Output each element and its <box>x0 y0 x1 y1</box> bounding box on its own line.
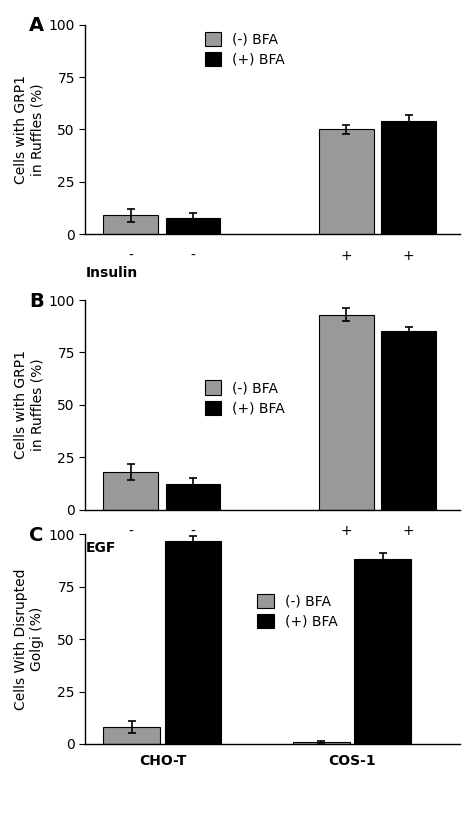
Bar <box>103 215 158 234</box>
Bar <box>382 121 436 234</box>
Text: -: - <box>128 524 133 538</box>
Text: Insulin: Insulin <box>85 266 137 279</box>
Text: +: + <box>340 524 352 538</box>
Text: +: + <box>403 249 415 263</box>
Text: C: C <box>29 526 44 545</box>
Y-axis label: Cells with GRP1
in Ruffles (%): Cells with GRP1 in Ruffles (%) <box>14 75 45 184</box>
Bar <box>103 472 158 510</box>
Text: EGF: EGF <box>85 541 116 555</box>
Legend: (-) BFA, (+) BFA: (-) BFA, (+) BFA <box>205 381 285 415</box>
Text: B: B <box>29 292 44 311</box>
Bar <box>293 741 350 744</box>
Bar <box>382 331 436 510</box>
Y-axis label: Cells with GRP1
in Ruffles (%): Cells with GRP1 in Ruffles (%) <box>14 350 45 459</box>
Bar <box>319 129 374 234</box>
Text: -: - <box>191 249 196 263</box>
Bar <box>354 560 411 744</box>
Text: -: - <box>191 524 196 538</box>
Text: +: + <box>340 249 352 263</box>
Bar <box>165 541 221 744</box>
Y-axis label: Cells With Disrupted
Golgi (%): Cells With Disrupted Golgi (%) <box>14 568 45 710</box>
Bar <box>319 315 374 510</box>
Legend: (-) BFA, (+) BFA: (-) BFA, (+) BFA <box>257 593 337 629</box>
Text: A: A <box>29 16 44 35</box>
Text: +: + <box>403 524 415 538</box>
Text: -: - <box>128 249 133 263</box>
Legend: (-) BFA, (+) BFA: (-) BFA, (+) BFA <box>205 31 285 67</box>
Bar <box>166 218 220 234</box>
Bar <box>166 484 220 510</box>
Bar <box>103 727 160 744</box>
